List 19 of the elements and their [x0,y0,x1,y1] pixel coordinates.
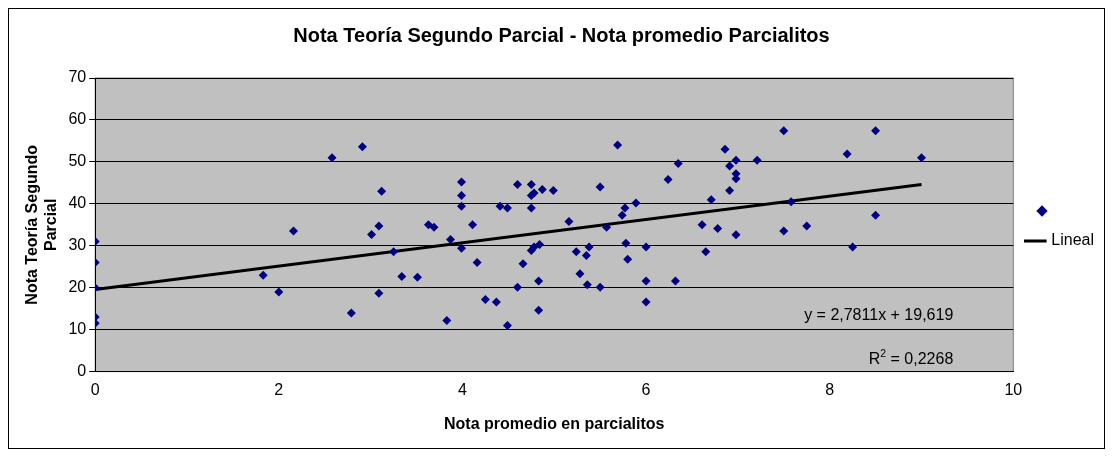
x-tick-label: 8 [825,380,835,398]
legend-label: Lineal [1051,231,1094,249]
annotation: y = 2,7811x + 19,619 [804,305,954,323]
y-tick-label: 30 [68,236,87,254]
y-tick-label: 70 [68,68,87,86]
chart-title: Nota Teoría Segundo Parcial - Nota promedio Parcialitos [293,23,830,46]
x-tick-label: 2 [274,380,284,398]
x-tick-label: 6 [641,380,651,398]
y-tick-label: 50 [68,152,87,170]
y-tick-label: 0 [77,362,87,380]
y-axis-title: Nota Teoría Segundo Parcial [23,144,60,305]
y-tick-label: 60 [68,110,87,128]
x-tick-label: 4 [457,380,467,398]
y-tick-label: 40 [68,194,87,212]
x-tick-label: 10 [1004,380,1023,398]
y-tick-label: 10 [68,320,87,338]
x-tick-label: 0 [90,380,100,398]
y-tick-label: 20 [68,278,87,296]
x-axis-title: Nota promedio en parcialitos [444,414,665,432]
